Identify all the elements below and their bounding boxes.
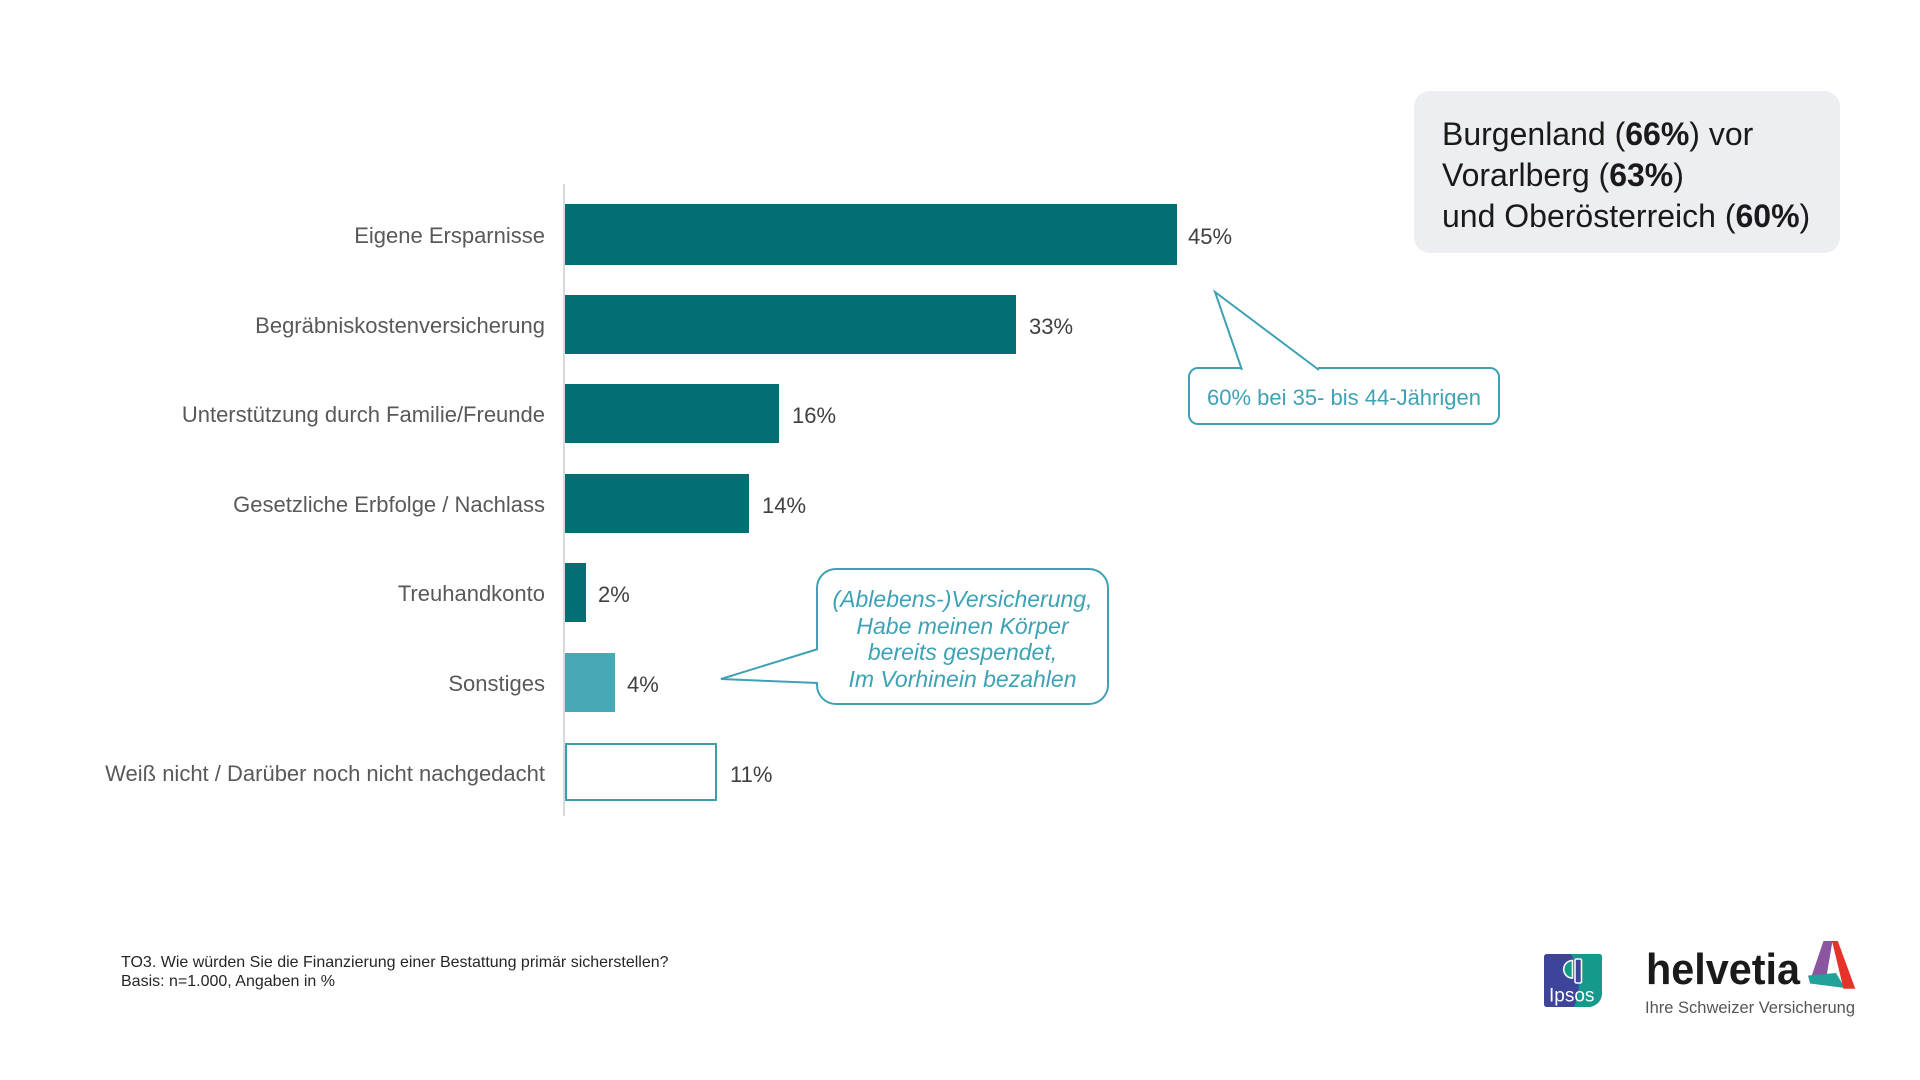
svg-text:Ipsos: Ipsos [1549,986,1594,1007]
